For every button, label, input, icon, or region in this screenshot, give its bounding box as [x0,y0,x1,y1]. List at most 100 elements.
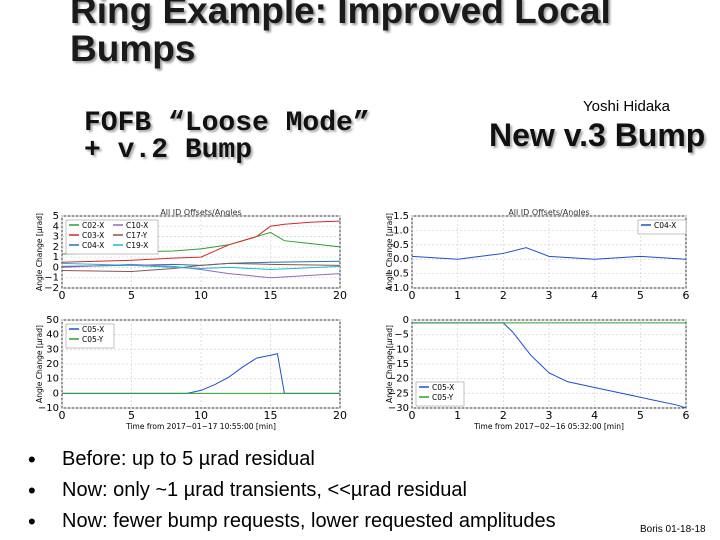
x-tick-label: 0 [59,289,66,302]
x-tick-label: 1 [454,409,461,422]
y-tick-label: −10 [38,403,59,414]
y-tick-label: 1.0 [393,225,409,236]
x-tick-label: 5 [128,409,135,422]
y-tick-label: −1.0 [385,283,409,294]
x-tick-label: 6 [683,409,690,422]
y-tick-label: 40 [46,330,59,341]
chart-title: All ID Offsets/Angles [508,208,589,217]
y-tick-label: 1 [53,252,59,263]
y-tick-label: 0 [53,388,59,399]
x-tick-label: 5 [637,409,644,422]
legend-label: C05-Y [432,393,454,402]
legend-label: C17-Y [126,231,148,240]
legend-label: C05-X [432,383,454,392]
series-line [61,263,341,279]
bullet-list: • Before: up to 5 µrad residual • Now: onl… [28,444,718,537]
x-tick-label: 15 [264,409,278,422]
bullet-text: Now: only ~1 µrad transients, <<µrad res… [62,479,467,501]
y-tick-label: 0 [403,315,409,326]
legend-box [65,323,115,349]
x-tick-label: 2 [500,409,507,422]
y-tick-label: −0.5 [385,269,409,280]
y-tick-label: −20 [388,374,409,385]
x-tick-label: 3 [546,289,553,302]
y-tick-label: 30 [46,344,59,355]
x-axis-label: Time from 2017−02−16 05:32:00 [min] [473,422,624,431]
x-tick-label: 5 [128,289,135,302]
y-axis-label: Angle Change [µrad] [385,325,394,403]
series-line [411,247,687,260]
y-tick-label: 20 [46,359,59,370]
y-tick-label: 10 [46,374,59,385]
y-axis-label: Angle Change [µrad] [35,213,44,291]
y-axis-label: Angle Change [µrad] [35,325,44,403]
x-tick-label: 0 [59,409,66,422]
legend-label: C19-X [126,241,148,250]
legend-label: C03-X [82,231,104,240]
bullet-item: • Now: only ~1 µrad transients, <<µrad re… [28,475,718,506]
series-line [61,262,341,273]
legend-label: C05-Y [82,335,104,344]
legend-label: C04-X [654,221,676,230]
y-tick-label: 2 [53,242,59,253]
y-tick-label: 50 [46,315,59,326]
y-tick-label: −15 [388,359,409,370]
y-tick-label: −30 [388,403,409,414]
y-tick-label: 5 [53,211,59,222]
x-tick-label: 3 [546,409,553,422]
series-line [412,322,687,409]
legend-box [65,219,159,255]
x-tick-label: 15 [264,289,278,302]
x-tick-label: 5 [637,289,644,302]
y-tick-label: 4 [53,221,59,232]
slide-title: Ring Example: Improved Local Bumps [70,0,611,69]
bullet-dot-icon: • [28,509,36,534]
y-tick-label: −10 [388,344,409,355]
x-tick-label: 10 [194,409,208,422]
legend-label: C05-X [82,325,104,334]
y-tick-label: −5 [394,330,409,341]
legend-box [415,381,465,407]
chart-title: All ID Offsets/Angles [160,208,241,217]
author-label: Yoshi Hidaka [583,98,671,115]
bullet-text: Now: fewer bump requests, lower requeste… [62,510,556,532]
legend-label: C02-X [82,221,104,230]
y-tick-label: 1.5 [393,211,409,222]
bullet-item: • Now: fewer bump requests, lower request… [28,506,718,537]
x-tick-label: 20 [333,409,347,422]
x-tick-label: 0 [409,409,416,422]
x-tick-label: 6 [683,289,690,302]
bullet-dot-icon: • [28,478,36,503]
right-heading: New v.3 Bump [489,117,706,153]
legend-label: C10-X [126,221,148,230]
footer-label: Boris 01-18-18 [640,524,706,535]
x-tick-label: 10 [194,289,208,302]
y-tick-label: 0.5 [393,240,409,251]
x-tick-label: 20 [333,289,347,302]
y-tick-label: 0.0 [393,254,409,265]
x-tick-label: 1 [454,289,461,302]
series-line [61,262,341,270]
x-tick-label: 4 [591,289,598,302]
bullet-dot-icon: • [28,447,36,472]
y-tick-label: −1 [44,273,59,284]
x-axis-label: Time from 2017−01−17 10:55:00 [min] [125,422,276,431]
y-axis-label: Angle Change [µrad] [385,213,394,291]
legend-box [637,219,687,235]
y-tick-label: 3 [53,232,59,243]
x-tick-label: 0 [409,289,416,302]
x-tick-label: 4 [591,409,598,422]
y-tick-label: −25 [388,388,409,399]
legend-label: C04-X [82,241,104,250]
bullet-text: Before: up to 5 µrad residual [62,448,315,470]
series-line [61,220,341,263]
left-heading: FOFB “Loose Mode” + v.2 Bump [84,108,370,166]
chart-right-top: 1.5 1.0 0.5 0.0 −0.5 −1.00 1 2 3 4 5 6 All ID Offset… [385,208,690,302]
bullet-item: • Before: up to 5 µrad residual [28,444,718,475]
y-tick-label: −2 [44,283,59,294]
y-tick-label: 0 [53,262,59,273]
x-tick-label: 2 [500,289,507,302]
